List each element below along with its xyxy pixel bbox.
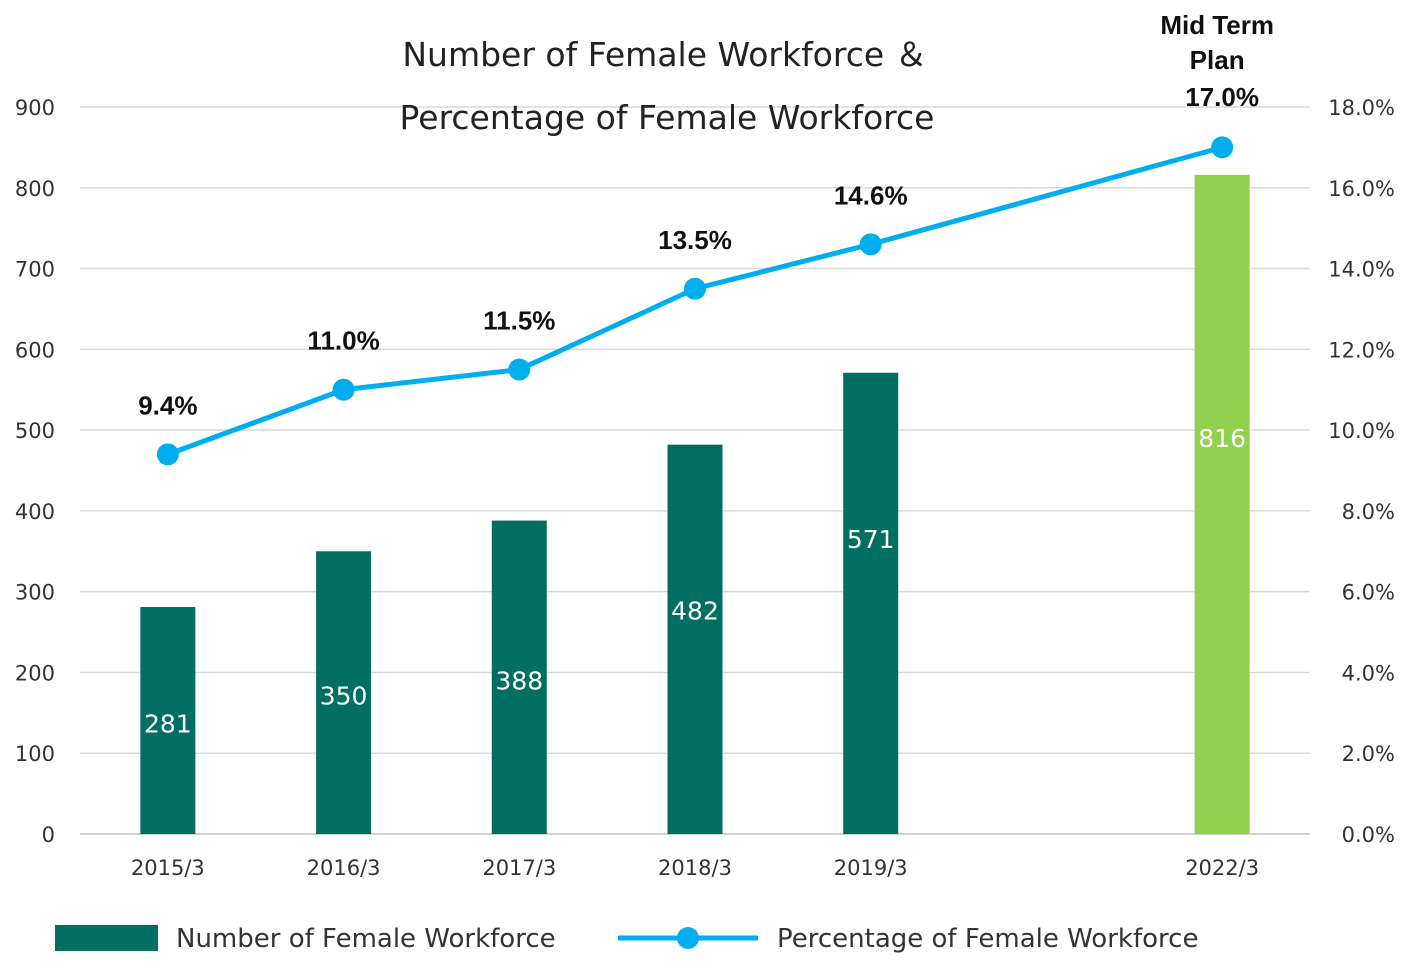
y-left-tick-label: 600	[15, 338, 55, 362]
bar	[1194, 174, 1250, 834]
y-left-tick-label: 0	[42, 823, 55, 847]
y-left-tick-label: 200	[15, 661, 55, 685]
legend: Number of Female Workforce Percentage of…	[55, 924, 1198, 954]
percentage-line	[166, 144, 1223, 457]
y-right-tick-label: 10.0%	[1328, 419, 1395, 443]
x-tick-label: 2018/3	[658, 856, 732, 880]
y-right-tick-label: 4.0%	[1342, 661, 1395, 685]
line-series	[156, 136, 1234, 466]
y-right-tick-label: 0.0%	[1342, 823, 1395, 847]
labels: 0 100 200 300 400 500 600 700 800 900 0.0% 2.0% 4.0%…	[15, 10, 1395, 880]
legend-line-marker	[677, 927, 699, 949]
y-left-tick-label: 100	[15, 742, 55, 766]
line-value-label: 11.5%	[483, 306, 555, 336]
y-left-tick-label: 800	[15, 177, 55, 201]
y-right-tick-label: 8.0%	[1342, 500, 1395, 524]
y-right-tick-label: 6.0%	[1342, 581, 1395, 605]
line-point	[1211, 136, 1234, 159]
x-tick-label: 2016/3	[307, 856, 381, 880]
plan-annotation: Plan	[1190, 45, 1245, 75]
chart-title-line1: Number of Female Workforce ＆	[402, 35, 927, 74]
bar-value-label: 388	[495, 666, 543, 695]
line-value-label: 11.0%	[307, 326, 379, 356]
y-left-tick-label: 300	[15, 581, 55, 605]
chart-title-line2: Percentage of Female Workforce	[400, 98, 935, 137]
bar	[316, 551, 372, 834]
gridlines	[80, 106, 1310, 835]
bar-value-label: 482	[671, 597, 719, 626]
bar-value-label: 816	[1198, 424, 1246, 453]
y-left-tick-label: 900	[15, 96, 55, 120]
legend-bar-label: Number of Female Workforce	[176, 924, 556, 954]
y-right-tick-label: 16.0%	[1328, 177, 1395, 201]
y-left-tick-label: 400	[15, 500, 55, 524]
line-value-label: 17.0%	[1185, 82, 1259, 112]
x-tick-label: 2015/3	[131, 856, 205, 880]
x-tick-label: 2022/3	[1185, 856, 1259, 880]
bar	[491, 520, 547, 834]
legend-bar-swatch	[55, 925, 158, 951]
y-right-tick-label: 14.0%	[1328, 258, 1395, 282]
y-right-tick-label: 12.0%	[1328, 338, 1395, 362]
y-right-tick-label: 18.0%	[1328, 96, 1395, 120]
line-point	[684, 277, 706, 300]
bar	[667, 444, 723, 834]
bars	[140, 174, 1250, 834]
bar-value-label: 571	[847, 525, 895, 554]
y-left-tick-label: 500	[15, 419, 55, 443]
bar	[140, 607, 196, 834]
line-point	[332, 378, 355, 401]
plan-annotation: Mid Term	[1160, 10, 1274, 40]
line-point	[859, 233, 882, 256]
line-value-label: 9.4%	[138, 390, 197, 420]
bar-value-label: 350	[320, 682, 368, 711]
x-tick-label: 2019/3	[834, 856, 908, 880]
x-tick-label: 2017/3	[482, 856, 556, 880]
bar	[843, 372, 899, 834]
line-point	[508, 358, 531, 381]
y-right-tick-label: 2.0%	[1342, 742, 1395, 766]
line-value-label: 14.6%	[834, 180, 908, 210]
legend-line-label: Percentage of Female Workforce	[777, 924, 1198, 954]
bar-value-label: 281	[144, 710, 192, 739]
line-value-label: 13.5%	[658, 225, 732, 255]
y-left-tick-label: 700	[15, 258, 55, 282]
line-point	[156, 443, 179, 466]
